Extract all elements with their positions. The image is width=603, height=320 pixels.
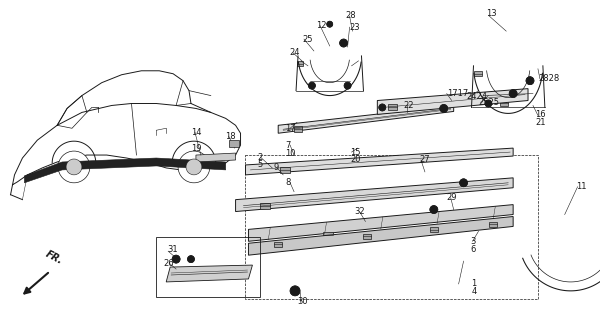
Bar <box>323 232 333 238</box>
Text: 7: 7 <box>285 140 291 150</box>
Text: 26: 26 <box>163 259 174 268</box>
Polygon shape <box>25 158 226 183</box>
Circle shape <box>327 21 333 27</box>
Circle shape <box>178 151 210 183</box>
Text: 22: 22 <box>403 101 414 110</box>
Circle shape <box>290 286 300 296</box>
Polygon shape <box>196 153 236 162</box>
Bar <box>260 203 270 209</box>
Bar <box>156 237 260 297</box>
Text: 32: 32 <box>355 207 365 216</box>
Text: 5: 5 <box>257 160 263 170</box>
Text: 15: 15 <box>350 148 361 156</box>
Bar <box>490 222 497 227</box>
Polygon shape <box>278 106 453 133</box>
Text: 23: 23 <box>350 23 360 32</box>
Bar <box>388 105 397 110</box>
Text: 20: 20 <box>350 156 361 164</box>
Bar <box>245 155 538 299</box>
Circle shape <box>186 159 202 175</box>
Text: 27: 27 <box>419 156 429 164</box>
Bar <box>430 228 438 232</box>
Text: 13: 13 <box>487 9 497 18</box>
Circle shape <box>309 82 315 89</box>
Text: 4: 4 <box>472 287 477 296</box>
Polygon shape <box>248 217 513 255</box>
Text: 2: 2 <box>257 153 263 162</box>
Circle shape <box>485 100 492 107</box>
Text: 31: 31 <box>167 245 178 254</box>
Text: 24: 24 <box>289 48 300 57</box>
Text: 1: 1 <box>472 279 477 288</box>
Circle shape <box>509 90 517 98</box>
Bar <box>364 234 371 239</box>
Circle shape <box>188 256 194 263</box>
Circle shape <box>58 151 90 183</box>
Circle shape <box>526 77 534 85</box>
Bar <box>297 61 303 66</box>
Circle shape <box>430 206 438 213</box>
Bar <box>229 140 239 147</box>
Circle shape <box>379 104 386 111</box>
Text: 2828: 2828 <box>538 74 559 83</box>
Text: 3: 3 <box>470 237 476 246</box>
Polygon shape <box>377 89 528 114</box>
Text: 2525: 2525 <box>478 98 499 107</box>
Text: 18: 18 <box>225 132 235 141</box>
Text: 9: 9 <box>273 164 279 172</box>
Text: 10: 10 <box>285 148 295 157</box>
Bar <box>500 101 508 106</box>
Polygon shape <box>248 204 513 241</box>
Text: 12: 12 <box>316 21 326 30</box>
Text: 21: 21 <box>535 118 546 127</box>
Polygon shape <box>166 265 253 282</box>
Text: 28: 28 <box>346 11 356 20</box>
Bar <box>274 242 282 247</box>
Text: 11: 11 <box>576 182 586 191</box>
Bar <box>280 167 290 173</box>
Circle shape <box>339 39 347 47</box>
Text: 19: 19 <box>191 144 201 153</box>
Text: 29: 29 <box>447 193 457 202</box>
Text: 14: 14 <box>191 128 201 137</box>
Text: 17: 17 <box>285 124 295 133</box>
Circle shape <box>440 105 447 112</box>
Text: 30: 30 <box>297 297 308 306</box>
Circle shape <box>344 82 351 89</box>
Polygon shape <box>236 178 513 212</box>
Text: 1717: 1717 <box>447 89 468 98</box>
Text: 2424: 2424 <box>467 92 488 101</box>
Text: 16: 16 <box>535 110 546 119</box>
Polygon shape <box>245 148 513 175</box>
Bar <box>475 71 482 76</box>
Text: FR.: FR. <box>44 249 65 266</box>
Text: 8: 8 <box>285 178 291 187</box>
Circle shape <box>66 159 82 175</box>
Circle shape <box>172 255 180 263</box>
Text: 25: 25 <box>302 35 312 44</box>
Circle shape <box>459 179 467 187</box>
Bar <box>294 126 303 132</box>
Text: 6: 6 <box>470 245 476 254</box>
